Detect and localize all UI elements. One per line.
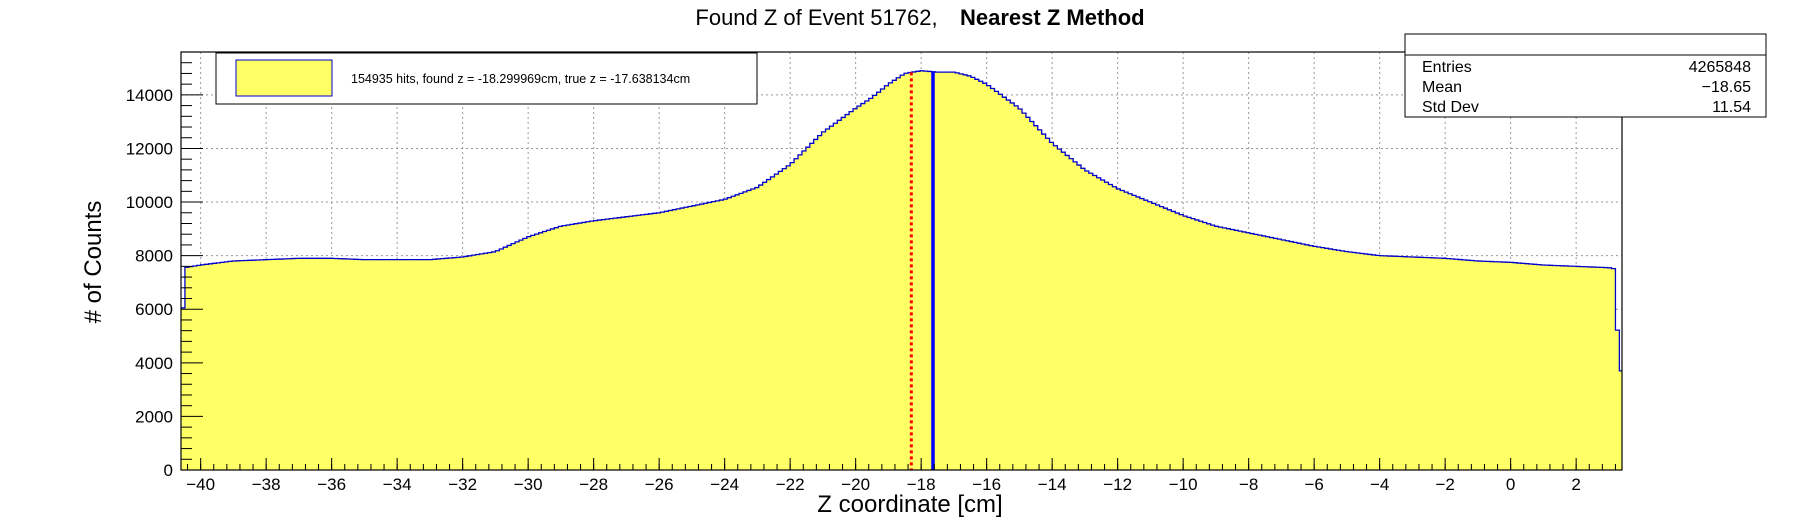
y-tick-label: 0 <box>164 461 173 480</box>
stats-value: −18.65 <box>1702 79 1751 96</box>
legend-label: 154935 hits, found z = -18.299969cm, tru… <box>351 72 690 86</box>
x-tick-label: −26 <box>645 475 674 494</box>
x-tick-label: −38 <box>252 475 281 494</box>
x-tick-label: −24 <box>710 475 739 494</box>
stats-value: 4265848 <box>1689 59 1751 76</box>
stats-label: Mean <box>1422 79 1462 96</box>
z-markers <box>909 71 935 470</box>
y-tick-label: 14000 <box>126 86 173 105</box>
stats-label: Std Dev <box>1422 99 1479 116</box>
axis-ticks <box>181 62 1616 471</box>
x-tick-label: −36 <box>317 475 346 494</box>
x-tick-label: −28 <box>579 475 608 494</box>
x-tick-label: −18 <box>907 475 936 494</box>
x-tick-label: −8 <box>1239 475 1258 494</box>
y-tick-label: 6000 <box>135 300 173 319</box>
x-tick-label: −14 <box>1038 475 1067 494</box>
x-tick-label: −6 <box>1304 475 1323 494</box>
y-tick-label: 12000 <box>126 139 173 158</box>
legend-swatch <box>235 59 333 97</box>
chart-title-method: Nearest Z Method <box>960 5 1145 30</box>
x-tick-label: −4 <box>1370 475 1389 494</box>
stats-label: Entries <box>1422 59 1472 76</box>
x-tick-label: −22 <box>776 475 805 494</box>
x-axis-title: Z coordinate [cm] <box>817 491 1002 518</box>
chart-title: Found Z of Event 51762, Nearest Z Method <box>695 5 1144 30</box>
histogram-outline <box>181 70 1622 372</box>
y-axis-title: # of Counts <box>80 201 107 324</box>
x-tick-label: −40 <box>186 475 215 494</box>
y-tick-label: 10000 <box>126 193 173 212</box>
chart-title-main: Found Z of Event 51762, <box>695 5 937 30</box>
x-tick-labels: −40 −38 −36 −34 −32 −30 −28 −26 −24 −22 −20 −18 −16−… <box>186 475 1581 494</box>
plot-frame <box>180 51 1623 471</box>
x-tick-label: −12 <box>1103 475 1132 494</box>
y-tick-labels: 0 2000 4000 6000 8000 10000 12000 14000 <box>126 86 173 480</box>
stats-frame <box>1404 33 1767 118</box>
histogram-fill <box>181 70 1622 470</box>
y-tick-label: 8000 <box>135 247 173 266</box>
x-tick-label: −2 <box>1435 475 1454 494</box>
histogram-series <box>181 70 1622 470</box>
stats-value: 11.54 <box>1712 99 1751 116</box>
x-tick-label: −34 <box>383 475 412 494</box>
x-tick-label: −20 <box>841 475 870 494</box>
legend: 154935 hits, found z = -18.299969cm, tru… <box>215 52 758 105</box>
x-tick-label: 0 <box>1506 475 1515 494</box>
y-tick-label: 4000 <box>135 354 173 373</box>
stats-box: Entries 4265848 Mean −18.65 Std Dev 11.54 <box>1404 33 1767 118</box>
y-tick-label: 2000 <box>135 407 173 426</box>
x-tick-label: −30 <box>514 475 543 494</box>
x-tick-label: −16 <box>972 475 1001 494</box>
x-tick-label: 2 <box>1571 475 1580 494</box>
x-tick-label: −10 <box>1169 475 1198 494</box>
x-tick-label: −32 <box>448 475 477 494</box>
